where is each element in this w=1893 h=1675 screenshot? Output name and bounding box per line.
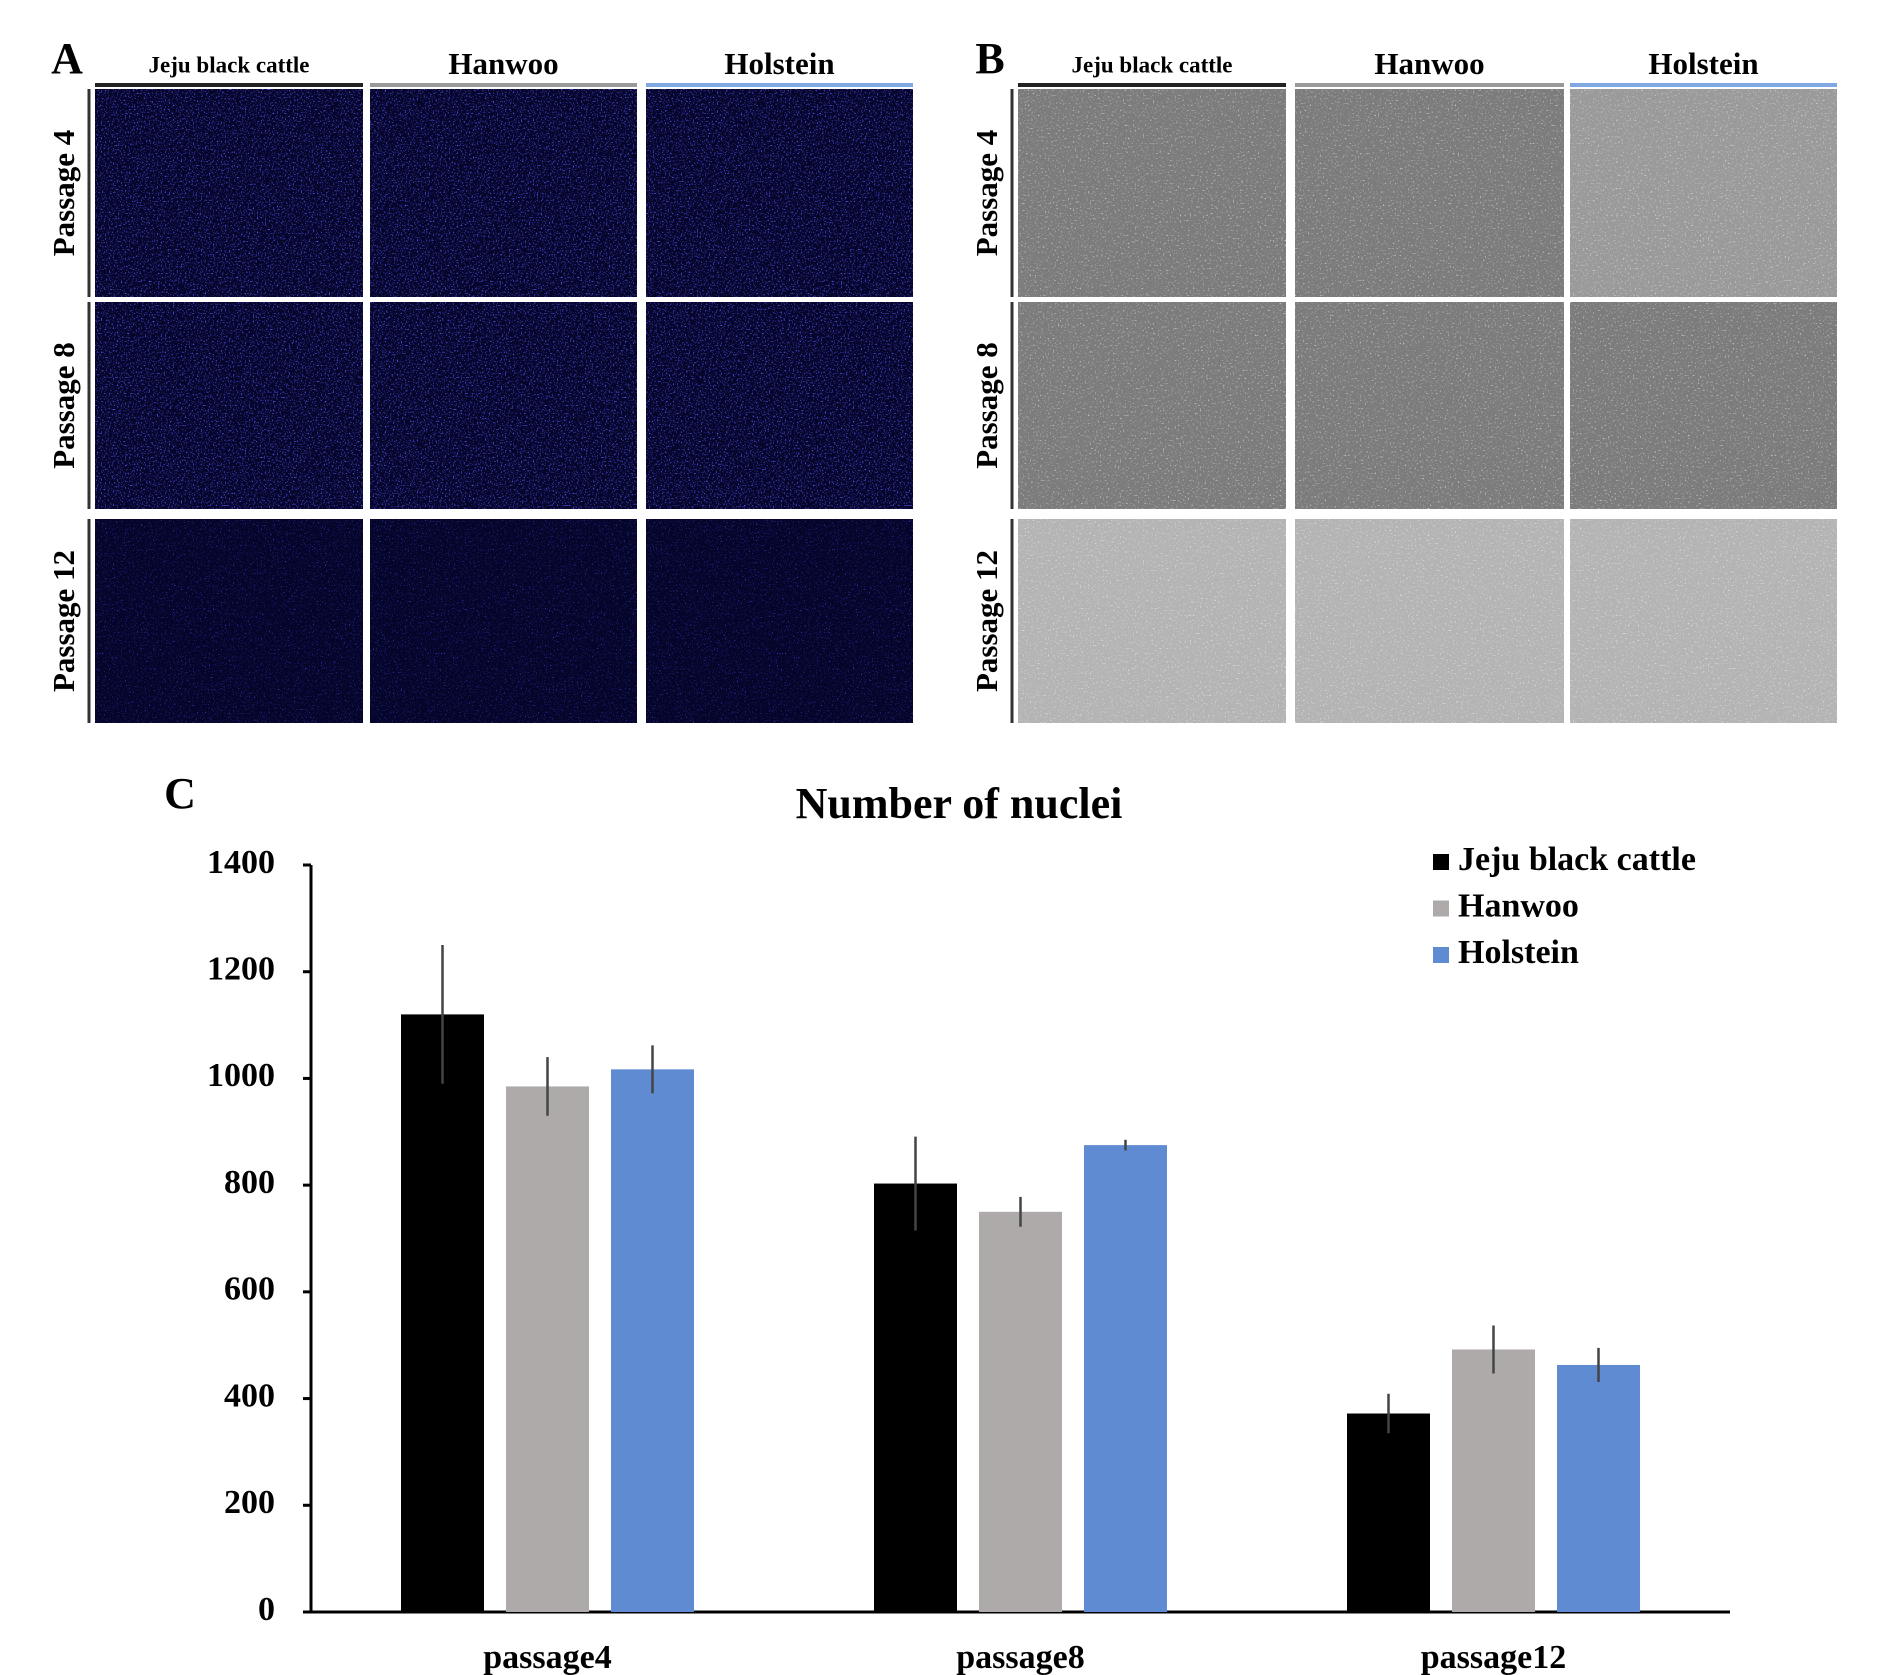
bar (1084, 1145, 1167, 1612)
row-label: Passage 4 (46, 130, 81, 257)
bar (611, 1069, 694, 1612)
brightfield-dots (1018, 89, 1286, 297)
column-label: Hanwoo (1374, 46, 1484, 81)
column-label: Hanwoo (448, 46, 558, 81)
column-label: Jeju black cattle (1072, 52, 1233, 77)
x-tick-label: passage8 (956, 1639, 1084, 1675)
fluorescence-dots (95, 89, 363, 297)
fluorescence-dots (646, 519, 913, 723)
bar (874, 1183, 957, 1612)
legend-label: Hanwoo (1458, 887, 1579, 924)
fluorescence-dots (646, 89, 913, 297)
y-tick-label: 400 (224, 1377, 275, 1414)
fluorescence-dots (370, 519, 637, 723)
fluorescence-dots (370, 89, 637, 297)
panel-label: C (164, 769, 196, 818)
y-tick-label: 200 (224, 1484, 275, 1521)
fluorescence-dots (95, 302, 363, 509)
legend-swatch (1433, 854, 1449, 870)
column-label: Holstein (1648, 46, 1758, 81)
panel-label: B (975, 34, 1004, 83)
fluorescence-dots (370, 302, 637, 509)
brightfield-dots (1018, 302, 1286, 509)
row-label: Passage 4 (969, 130, 1004, 257)
y-tick-label: 1400 (207, 844, 275, 881)
column-label: Holstein (724, 46, 834, 81)
y-tick-label: 0 (258, 1591, 275, 1628)
brightfield-dots (1570, 89, 1837, 297)
chart-title: Number of nuclei (796, 779, 1123, 828)
x-tick-label: passage4 (483, 1639, 611, 1675)
bar (1557, 1364, 1640, 1612)
bar (401, 1014, 484, 1612)
column-label: Jeju black cattle (149, 52, 310, 77)
legend-label: Jeju black cattle (1458, 841, 1696, 878)
row-label: Passage 8 (969, 342, 1004, 469)
brightfield-dots (1018, 519, 1286, 723)
y-tick-label: 1000 (207, 1057, 275, 1094)
brightfield-dots (1570, 519, 1837, 723)
legend-swatch (1433, 900, 1449, 917)
row-label: Passage 8 (46, 342, 81, 469)
bar (1347, 1413, 1430, 1612)
bar (1452, 1349, 1535, 1612)
brightfield-dots (1570, 302, 1837, 509)
fluorescence-dots (95, 519, 363, 723)
bar (979, 1211, 1062, 1612)
legend-swatch (1433, 947, 1449, 963)
y-tick-label: 600 (224, 1271, 275, 1308)
brightfield-dots (1295, 302, 1564, 509)
row-label: Passage 12 (46, 550, 81, 692)
panel-label: A (51, 34, 83, 83)
y-tick-label: 1200 (207, 951, 275, 988)
row-label: Passage 12 (969, 550, 1004, 692)
x-tick-label: passage12 (1421, 1639, 1566, 1675)
brightfield-dots (1295, 89, 1564, 297)
y-tick-label: 800 (224, 1164, 275, 1201)
bar (506, 1086, 589, 1612)
legend-label: Holstein (1458, 934, 1579, 971)
brightfield-dots (1295, 519, 1564, 723)
fluorescence-dots (646, 302, 913, 509)
